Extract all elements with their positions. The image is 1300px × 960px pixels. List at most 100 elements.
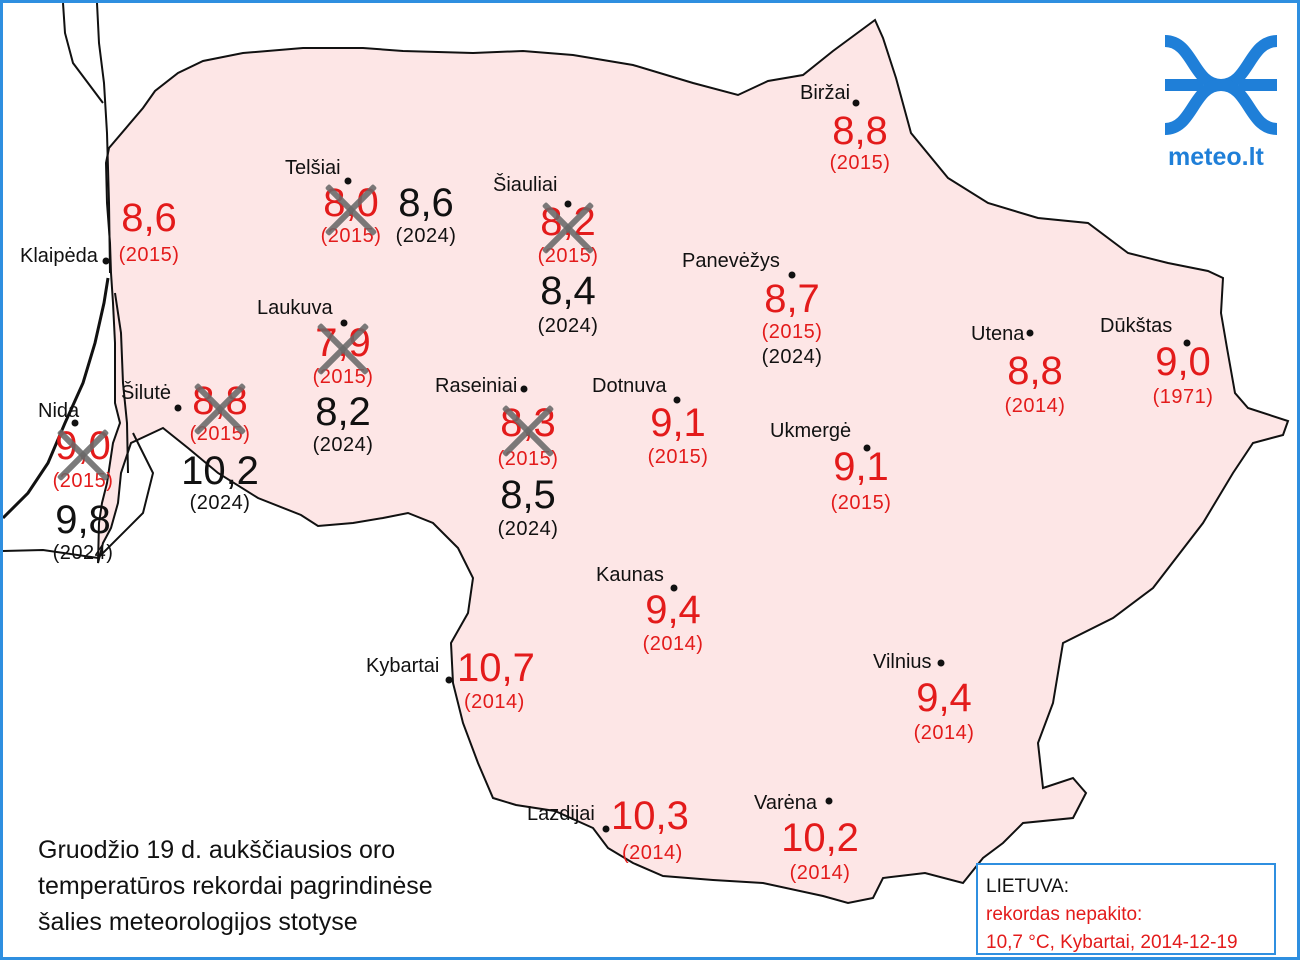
station-dot-panevezys: [788, 271, 796, 279]
brand-name: meteo.lt: [1168, 143, 1264, 171]
lithuania-map: [3, 3, 1290, 905]
record-year-kaunas: (2014): [642, 633, 704, 655]
station-name-kybartai: Kybartai: [366, 655, 440, 677]
lagoon-edge: [114, 292, 129, 474]
record-year-lazdijai: (2014): [622, 842, 683, 864]
record-year-birzai: (2015): [829, 152, 891, 174]
record-value-klaipeda: 8,6: [121, 196, 177, 240]
record-year-dotnuva: (2015): [647, 446, 709, 468]
station-name-silute: Šilutė: [121, 382, 172, 404]
legend-line: rekordas nepakito:: [986, 904, 1143, 925]
extra-year-panevezys: (2024): [761, 346, 823, 368]
new-record-year-telsiai: (2024): [395, 225, 457, 247]
title-line: šalies meteorologijos stotyse: [38, 908, 358, 936]
new-record-value-telsiai: 8,6: [398, 181, 454, 225]
border-south-west: [3, 432, 155, 560]
record-year-varena: (2014): [789, 862, 851, 884]
record-value-lazdijai: 10,3: [611, 794, 689, 838]
station-dot-lazdijai: [602, 825, 610, 833]
station-dot-birzai: [852, 99, 860, 107]
station-name-laukuva: Laukuva: [257, 297, 333, 319]
record-value-utena: 8,8: [1007, 349, 1063, 393]
station-dot-utena: [1026, 329, 1034, 337]
station-name-birzai: Biržai: [800, 82, 851, 104]
title-line: Gruodžio 19 d. aukščiausios oro: [38, 836, 396, 864]
record-year-silute: (2015): [189, 423, 251, 445]
title-line: temperatūros rekordai pagrindinėse: [38, 872, 433, 900]
record-value-raseiniai: 8,3: [500, 401, 556, 445]
station-dot-klaipeda: [102, 257, 110, 265]
record-year-vilnius: (2014): [913, 722, 975, 744]
station-name-raseiniai: Raseiniai: [435, 375, 518, 397]
record-year-dukstas: (1971): [1152, 386, 1214, 408]
record-value-nida: 9,0: [55, 424, 111, 468]
station-dot-dukstas: [1183, 339, 1191, 347]
station-name-vilnius: Vilnius: [873, 651, 932, 673]
new-record-value-raseiniai: 8,5: [500, 473, 556, 517]
station-dots: [71, 99, 1191, 833]
new-record-year-nida: (2024): [52, 542, 114, 564]
record-year-ukmerge: (2015): [830, 492, 892, 514]
legend-line: 10,7 °C, Kybartai, 2014-12-19: [986, 932, 1238, 953]
record-year-nida: (2015): [52, 470, 114, 492]
new-record-year-siauliai: (2024): [537, 315, 599, 337]
station-dot-dotnuva: [673, 396, 681, 404]
record-value-birzai: 8,8: [832, 109, 888, 153]
coastline-north: [62, 3, 104, 104]
station-dot-varena: [825, 797, 833, 805]
station-name-kaunas: Kaunas: [596, 564, 664, 586]
station-dot-telsiai: [344, 177, 352, 185]
station-name-lazdijai: Lazdijai: [527, 803, 595, 825]
record-year-kybartai: (2014): [464, 691, 525, 713]
record-value-dotnuva: 9,1: [650, 401, 706, 445]
record-value-dukstas: 9,0: [1155, 340, 1211, 384]
station-dot-kybartai: [445, 676, 453, 684]
record-value-telsiai: 8,0: [323, 181, 379, 225]
curonian-spit: [3, 277, 110, 520]
record-year-raseiniai: (2015): [497, 448, 559, 470]
station-name-utena: Utena: [971, 323, 1025, 345]
record-value-varena: 10,2: [781, 816, 859, 860]
record-value-vilnius: 9,4: [916, 676, 972, 720]
record-value-kybartai: 10,7: [457, 646, 535, 690]
station-dot-kaunas: [670, 584, 678, 592]
record-year-laukuva: (2015): [312, 366, 374, 388]
station-name-ukmerge: Ukmergė: [770, 420, 852, 442]
station-dot-ukmerge: [863, 444, 871, 452]
station-name-dukstas: Dūkštas: [1100, 315, 1173, 337]
legend-heading: LIETUVA:: [986, 876, 1070, 897]
record-value-laukuva: 7,9: [315, 321, 371, 365]
record-year-panevezys: (2015): [761, 321, 823, 343]
record-year-utena: (2014): [1004, 395, 1066, 417]
new-record-value-silute: 10,2: [181, 449, 259, 493]
legend-box: LIETUVA: rekordas nepakito: 10,7 °C, Kyb…: [976, 863, 1276, 955]
station-name-varena: Varėna: [754, 792, 818, 814]
station-name-siauliai: Šiauliai: [493, 174, 558, 196]
map-title: Gruodžio 19 d. aukščiausios oro temperat…: [38, 832, 433, 940]
station-name-telsiai: Telšiai: [285, 157, 341, 179]
new-record-value-nida: 9,8: [55, 498, 111, 542]
new-record-value-laukuva: 8,2: [315, 390, 371, 434]
station-name-klaipeda: Klaipėda: [20, 245, 98, 267]
station-name-panevezys: Panevėžys: [682, 250, 780, 272]
wave-cross-logo: [1164, 35, 1278, 135]
record-value-panevezys: 8,7: [764, 277, 820, 321]
record-value-ukmerge: 9,1: [833, 445, 889, 489]
record-year-klaipeda: (2015): [118, 244, 180, 266]
new-record-year-laukuva: (2024): [312, 434, 374, 456]
station-name-dotnuva: Dotnuva: [592, 375, 667, 397]
new-record-value-siauliai: 8,4: [540, 269, 596, 313]
coastline-west: [96, 3, 111, 274]
new-record-year-silute: (2024): [189, 492, 251, 514]
station-name-nida: Nida: [38, 400, 80, 422]
station-dot-siauliai: [564, 200, 572, 208]
new-record-year-raseiniai: (2024): [497, 518, 559, 540]
station-dot-raseiniai: [520, 385, 528, 393]
station-dot-silute: [174, 404, 182, 412]
record-value-kaunas: 9,4: [645, 588, 701, 632]
lithuania-land: [97, 18, 1290, 905]
station-dot-vilnius: [937, 659, 945, 667]
record-year-telsiai: (2015): [320, 225, 382, 247]
record-year-siauliai: (2015): [537, 245, 599, 267]
